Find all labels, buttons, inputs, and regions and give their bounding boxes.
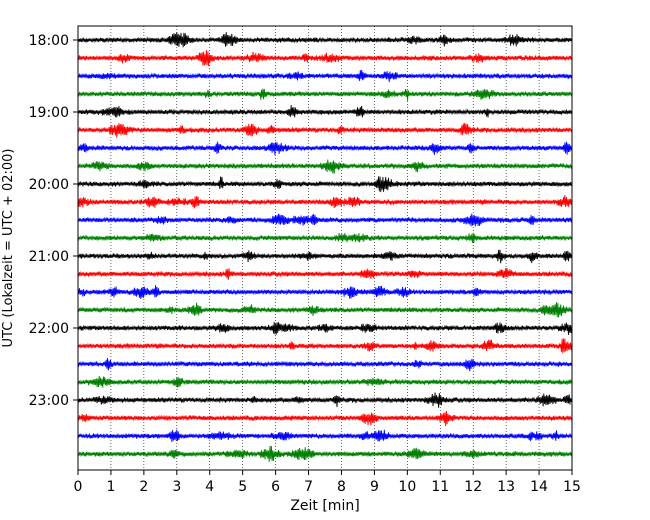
- seismo-trace: [77, 50, 573, 67]
- seismo-trace: [77, 410, 573, 427]
- x-tick-label: 14: [530, 479, 548, 495]
- y-axis-ticks: 18:00 19:00 20:00 21:00 22:00 23:00: [29, 33, 78, 409]
- seismo-trace: [77, 338, 573, 354]
- x-tick-label: 10: [398, 479, 416, 495]
- seismo-trace: [77, 31, 573, 48]
- x-tick-label: 3: [172, 479, 181, 495]
- x-tick-label: 15: [563, 479, 581, 495]
- seismo-trace: [77, 194, 573, 209]
- seismo-trace: [77, 176, 573, 193]
- x-tick-label: 5: [238, 479, 247, 495]
- x-axis-ticks: 0 1 2 3 4 5 6 7 8 9 10 11 12 13 14 15: [74, 470, 581, 495]
- y-tick-label: 21:00: [29, 249, 69, 265]
- seismo-trace: [77, 375, 573, 388]
- x-tick-label: 9: [370, 479, 379, 495]
- x-tick-label: 7: [304, 479, 313, 495]
- x-tick-label: 4: [205, 479, 214, 495]
- plot-background: [78, 26, 572, 470]
- seismo-trace: [77, 213, 573, 227]
- seismo-trace: [77, 302, 573, 318]
- seismo-trace: [77, 159, 573, 174]
- x-tick-label: 12: [464, 479, 482, 495]
- y-axis-label: UTC (Lokalzeit = UTC + 02:00): [1, 149, 16, 348]
- seismo-trace: [77, 285, 573, 299]
- seismo-trace: [77, 88, 573, 101]
- trace-group: [77, 31, 573, 462]
- x-tick-label: 1: [106, 479, 115, 495]
- seismo-trace: [77, 141, 573, 156]
- seismo-trace: [77, 232, 573, 243]
- x-axis-label: Zeit [min]: [290, 498, 359, 514]
- seismo-trace: [77, 429, 573, 443]
- x-tick-label: 8: [337, 479, 346, 495]
- seismo-trace: [77, 105, 573, 118]
- plot-frame: [77, 25, 573, 471]
- seismo-trace: [77, 321, 573, 335]
- seismo-trace: [77, 69, 573, 83]
- x-tick-label: 13: [497, 479, 515, 495]
- seismo-trace: [77, 122, 573, 138]
- y-tick-label: 18:00: [29, 33, 69, 49]
- seismo-trace: [77, 445, 573, 462]
- x-tick-label: 11: [431, 479, 449, 495]
- x-tick-label: 6: [271, 479, 280, 495]
- y-tick-label: 20:00: [29, 177, 69, 193]
- seismo-trace: [77, 267, 573, 280]
- x-tick-label: 0: [74, 479, 83, 495]
- seismo-trace: [77, 249, 573, 264]
- x-tick-label: 2: [139, 479, 148, 495]
- seismo-trace: [77, 392, 573, 408]
- y-tick-label: 22:00: [29, 321, 69, 337]
- y-tick-label: 19:00: [29, 105, 69, 121]
- y-tick-label: 23:00: [29, 393, 69, 409]
- seismo-trace: [77, 358, 573, 372]
